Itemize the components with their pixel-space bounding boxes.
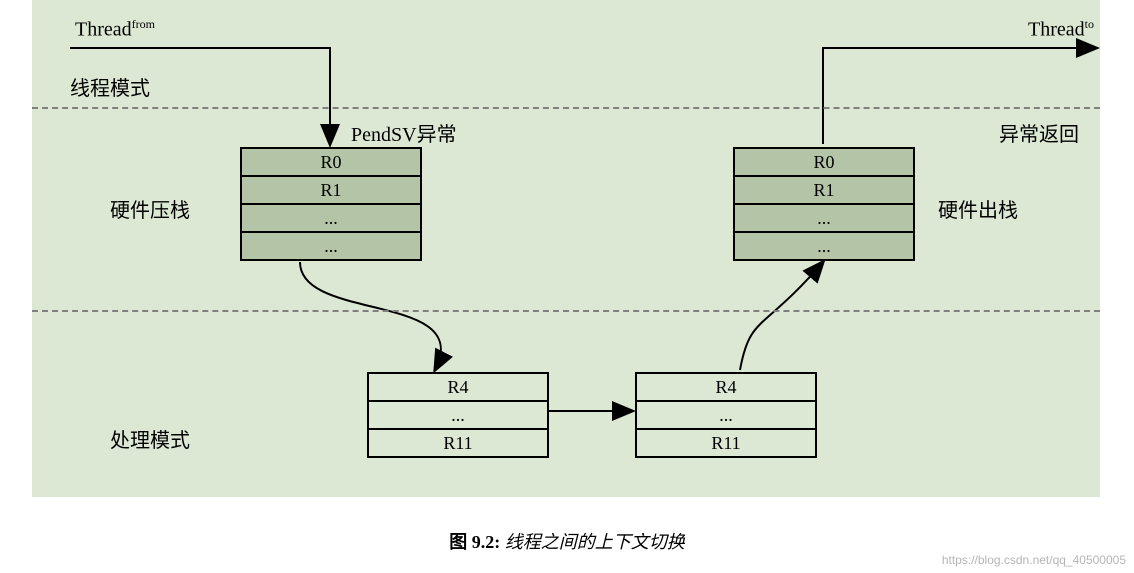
stack-sw-save: R4...R11 [367,372,549,458]
stack-hw-push: R0R1...... [240,147,422,261]
pendsv-label: PendSV异常 [351,118,457,147]
stack-cell: R1 [734,176,914,204]
watermark: https://blog.csdn.net/qq_40500005 [942,553,1126,567]
stack-sw-restore: R4...R11 [635,372,817,458]
stack-cell: ... [734,232,914,260]
stack-cell: ... [241,232,421,260]
figure-caption: 图 9.2: 线程之间的上下文切换 [0,528,1134,554]
stack-cell: ... [368,401,548,429]
stack-cell: R11 [636,429,816,457]
stack-cell: R0 [734,148,914,176]
stack-cell: R4 [368,373,548,401]
stack-cell: ... [734,204,914,232]
divider-bottom [32,310,1100,312]
stack-cell: ... [241,204,421,232]
stack-cell: R1 [241,176,421,204]
hw-pop-label: 硬件出栈 [938,194,1018,223]
thread-to-label: Threadto [1028,17,1094,42]
stack-cell: ... [636,401,816,429]
hw-push-label: 硬件压栈 [110,194,190,223]
arrows-svg [0,0,1134,573]
thread-mode-label: 线程模式 [70,72,150,101]
handler-mode-label: 处理模式 [110,424,190,453]
stack-hw-pop: R0R1...... [733,147,915,261]
thread-from-label: Threadfrom [75,17,155,42]
divider-top [32,107,1100,109]
stack-cell: R11 [368,429,548,457]
exc-return-label: 异常返回 [999,118,1079,147]
stack-cell: R4 [636,373,816,401]
stack-cell: R0 [241,148,421,176]
